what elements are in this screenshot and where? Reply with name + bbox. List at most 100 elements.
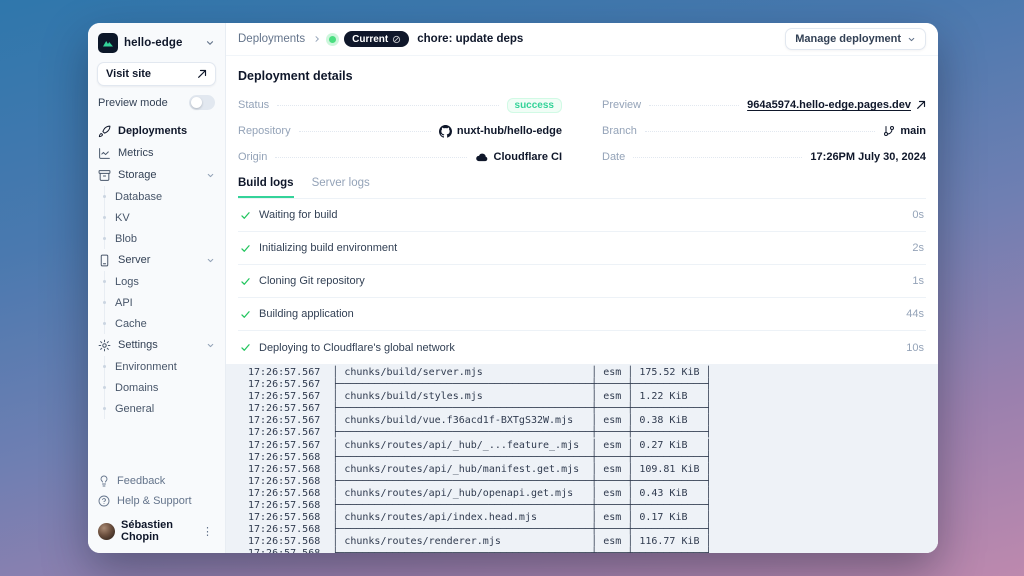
bullet-icon — [103, 322, 106, 325]
log-line: 17:26:57.567 ├──────────────────────────… — [248, 427, 938, 439]
project-name: hello-edge — [124, 37, 199, 49]
repository-row: Repository nuxt-hub/hello-edge — [238, 118, 562, 144]
visit-site-button[interactable]: Visit site — [97, 62, 216, 86]
commit-message: chore: update deps — [417, 33, 523, 45]
origin-value: Cloudflare CI — [475, 150, 562, 164]
step-label: Waiting for build — [259, 209, 337, 221]
sidebar-item-settings[interactable]: Settings — [97, 334, 216, 356]
settings-subitems: Environment Domains General — [104, 356, 216, 419]
sub-item-label: Cache — [115, 318, 147, 330]
log-line: 17:26:57.567 │ chunks/build/styles.mjs │… — [248, 391, 938, 403]
date-value: 17:26PM July 30, 2024 — [810, 151, 926, 163]
step-deploying-to-cloudflare[interactable]: Deploying to Cloudflare's global network… — [238, 331, 926, 364]
sidebar-item-label: Server — [118, 254, 150, 266]
step-label: Cloning Git repository — [259, 275, 365, 287]
sidebar-item-label: Metrics — [118, 147, 153, 159]
preview-mode-toggle[interactable] — [189, 95, 215, 110]
dotted-leader — [299, 131, 431, 132]
bullet-icon — [103, 280, 106, 283]
sidebar-item-server[interactable]: Server — [97, 249, 216, 271]
log-line: 17:26:57.567 ├──────────────────────────… — [248, 379, 938, 391]
sub-item-label: API — [115, 297, 133, 309]
sidebar: hello-edge Visit site Preview mode — [88, 23, 226, 553]
sidebar-item-deployments[interactable]: Deployments — [97, 120, 216, 142]
sidebar-nav: Deployments Metrics Storage Databas — [97, 120, 216, 419]
chevron-down-icon — [205, 38, 215, 48]
rocket-icon — [98, 125, 111, 138]
step-duration: 0s — [912, 209, 924, 221]
chevron-down-icon — [206, 341, 215, 350]
feedback-button[interactable]: Feedback — [97, 471, 216, 491]
git-branch-icon — [883, 125, 895, 137]
repository-value[interactable]: nuxt-hub/hello-edge — [439, 125, 562, 138]
project-switcher[interactable]: hello-edge — [97, 32, 216, 62]
logs-tabs: Build logs Server logs — [238, 177, 926, 198]
chevron-down-icon — [206, 171, 215, 180]
log-line: 17:26:57.567 │ chunks/routes/api/_hub/_.… — [248, 440, 938, 452]
details-left-column: Status success Repository nuxt-hub/hello… — [238, 92, 562, 170]
details-right-column: Preview 964a5974.hello-edge.pages.dev Br… — [602, 92, 926, 170]
origin-label: Origin — [238, 151, 267, 163]
bullet-icon — [103, 365, 106, 368]
step-cloning-git-repository[interactable]: Cloning Git repository 1s — [238, 265, 926, 298]
server-icon — [98, 254, 111, 267]
sidebar-item-general[interactable]: General — [105, 398, 216, 419]
sidebar-item-label: Deployments — [118, 125, 187, 137]
breadcrumb-deployments-link[interactable]: Deployments — [238, 33, 305, 45]
chevron-down-icon — [907, 35, 916, 44]
sidebar-item-api[interactable]: API — [105, 292, 216, 313]
visit-site-label: Visit site — [106, 68, 151, 80]
step-building-application[interactable]: Building application 44s — [238, 298, 926, 331]
tab-build-logs[interactable]: Build logs — [238, 177, 294, 198]
user-avatar — [98, 523, 115, 540]
chart-icon — [98, 147, 111, 160]
sidebar-item-database[interactable]: Database — [105, 186, 216, 207]
step-waiting-for-build[interactable]: Waiting for build 0s — [238, 199, 926, 232]
project-avatar — [98, 33, 118, 53]
storage-icon — [98, 169, 111, 182]
help-support-label: Help & Support — [117, 495, 192, 507]
branch-label: Branch — [602, 125, 637, 137]
cancel-circle-icon — [392, 35, 401, 44]
preview-link[interactable]: 964a5974.hello-edge.pages.dev — [747, 99, 911, 111]
date-row: Date 17:26PM July 30, 2024 — [602, 144, 926, 170]
log-line: 17:26:57.568 ├──────────────────────────… — [248, 548, 938, 553]
sidebar-item-domains[interactable]: Domains — [105, 377, 216, 398]
sidebar-item-environment[interactable]: Environment — [105, 356, 216, 377]
build-log-output[interactable]: 17:26:57.567 │ chunks/build/server.mjs │… — [226, 364, 938, 553]
current-badge[interactable]: Current — [344, 31, 409, 47]
sidebar-item-cache[interactable]: Cache — [105, 313, 216, 334]
bullet-icon — [103, 301, 106, 304]
step-duration: 1s — [912, 275, 924, 287]
branch-name: main — [900, 125, 926, 137]
log-line: 17:26:57.568 │ chunks/routes/api/index.h… — [248, 512, 938, 524]
details-title: Deployment details — [238, 69, 926, 83]
user-options-icon[interactable]: ⋮ — [200, 525, 215, 538]
step-initializing-build-environment[interactable]: Initializing build environment 2s — [238, 232, 926, 265]
server-subitems: Logs API Cache — [104, 271, 216, 334]
manage-deployment-button[interactable]: Manage deployment — [785, 28, 926, 50]
user-menu[interactable]: Sébastien Chopin ⋮ — [97, 511, 216, 543]
status-label: Status — [238, 99, 269, 111]
chevron-down-icon — [206, 256, 215, 265]
help-support-button[interactable]: Help & Support — [97, 491, 216, 511]
tab-server-logs[interactable]: Server logs — [312, 177, 370, 198]
log-line: 17:26:57.567 ├──────────────────────────… — [248, 403, 938, 415]
dotted-leader — [649, 105, 739, 106]
current-badge-label: Current — [352, 34, 388, 45]
check-icon — [240, 309, 251, 320]
bullet-icon — [103, 216, 106, 219]
sidebar-item-kv[interactable]: KV — [105, 207, 216, 228]
preview-mode-row: Preview mode — [97, 86, 216, 120]
check-icon — [240, 276, 251, 287]
sub-item-label: Environment — [115, 361, 177, 373]
toggle-knob — [191, 97, 202, 108]
preview-value[interactable]: 964a5974.hello-edge.pages.dev — [747, 99, 926, 111]
storage-subitems: Database KV Blob — [104, 186, 216, 249]
sidebar-item-storage[interactable]: Storage — [97, 164, 216, 186]
step-label: Building application — [259, 308, 354, 320]
sidebar-item-metrics[interactable]: Metrics — [97, 142, 216, 164]
sidebar-item-blob[interactable]: Blob — [105, 228, 216, 249]
sidebar-item-logs[interactable]: Logs — [105, 271, 216, 292]
preview-row: Preview 964a5974.hello-edge.pages.dev — [602, 92, 926, 118]
